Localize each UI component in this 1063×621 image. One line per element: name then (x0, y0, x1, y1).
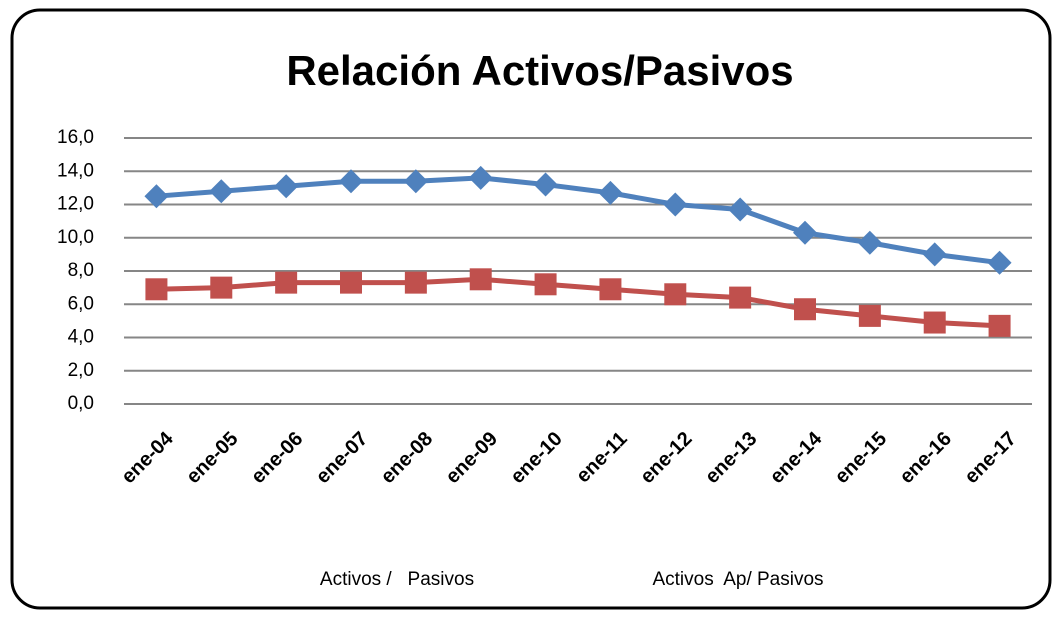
point (339, 169, 363, 194)
legend-label: Activos / Pasivos (320, 569, 474, 590)
point (598, 180, 623, 205)
point (469, 268, 492, 291)
point (793, 220, 817, 245)
point (534, 273, 557, 296)
chart-border (10, 8, 1052, 610)
point (858, 304, 881, 327)
point (274, 174, 299, 199)
point (404, 271, 427, 294)
y-tick-label: 4,0 (68, 327, 94, 348)
y-tick-label: 0,0 (68, 393, 94, 414)
point (599, 278, 622, 301)
y-tick-label: 2,0 (68, 360, 94, 381)
point (340, 271, 362, 294)
point (403, 169, 428, 194)
point (468, 165, 493, 190)
point (144, 184, 169, 209)
point (794, 298, 816, 321)
point (664, 283, 687, 306)
point (729, 286, 752, 309)
point (923, 311, 946, 334)
point (145, 278, 168, 301)
point (728, 197, 753, 222)
point (533, 172, 558, 197)
chart-title: Relación Activos/Pasivos (286, 47, 793, 94)
y-tick-label: 10,0 (57, 227, 94, 248)
y-tick-label: 12,0 (57, 194, 94, 215)
y-tick-label: 16,0 (57, 127, 94, 148)
point (275, 271, 298, 294)
point (209, 179, 234, 204)
y-tick-label: 8,0 (68, 260, 94, 281)
point (210, 276, 233, 299)
point (988, 314, 1011, 337)
point (857, 230, 882, 255)
point (663, 192, 688, 217)
y-tick-label: 14,0 (57, 160, 94, 181)
legend-label: Activos Ap/ Pasivos (652, 569, 823, 590)
point (987, 250, 1012, 275)
y-tick-label: 6,0 (68, 293, 94, 314)
point (922, 242, 947, 267)
